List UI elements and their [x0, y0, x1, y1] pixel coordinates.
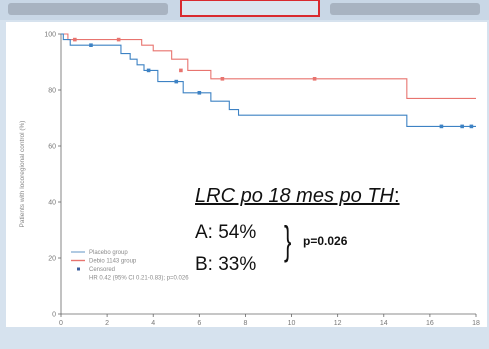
censor-mark — [220, 77, 225, 81]
censor-mark — [89, 43, 93, 47]
censor-mark — [460, 124, 464, 129]
x-tick-label: 12 — [334, 320, 342, 327]
x-tick-label: 14 — [380, 320, 388, 327]
annotation-title-text: LRC po 18 mes po TH — [195, 185, 394, 207]
censor-mark — [73, 37, 77, 42]
annotation-colon: : — [393, 185, 400, 207]
top-banner — [0, 0, 489, 20]
blurred-text — [8, 3, 168, 15]
series-layer — [61, 33, 476, 129]
legend-label: Censored — [89, 267, 115, 273]
censor-mark — [179, 68, 183, 73]
legend-note: HR 0.42 (95% CI 0.21-0.83); p=0.026 — [89, 276, 189, 282]
y-axis-label: Patients with locoregional control (%) — [19, 121, 26, 228]
y-tick-label: 60 — [48, 144, 56, 151]
x-tick-label: 18 — [472, 320, 480, 327]
km-chart: 020406080100024681012141618Time from end… — [19, 32, 480, 328]
curly-brace: } — [284, 219, 292, 263]
censor-mark — [174, 79, 179, 84]
y-tick-label: 80 — [48, 88, 56, 95]
x-tick-label: 0 — [59, 320, 63, 327]
chart-axes: 020406080100024681012141618Time from end… — [19, 32, 480, 328]
x-tick-label: 16 — [426, 320, 434, 327]
p-value: p=0.026 — [303, 234, 348, 248]
legend-label: Debio 1143 group — [89, 259, 137, 265]
highlight-box — [180, 0, 320, 17]
censor-mark — [312, 77, 317, 81]
legend-censor-marker — [77, 267, 80, 271]
x-tick-label: 8 — [243, 320, 247, 327]
blurred-text — [330, 3, 480, 15]
x-tick-label: 2 — [105, 320, 109, 327]
censor-mark — [197, 91, 202, 95]
x-tick-label: 4 — [151, 320, 155, 327]
censor-mark — [116, 37, 121, 42]
series-line-debio-1143-group — [61, 33, 476, 99]
x-tick-label: 6 — [197, 320, 201, 327]
annotation-row-a: A: 54% — [195, 222, 257, 243]
censor-mark — [439, 124, 444, 129]
legend-label: Placebo group — [89, 250, 128, 256]
y-tick-label: 100 — [44, 32, 56, 39]
y-tick-label: 20 — [48, 256, 56, 263]
y-tick-label: 40 — [48, 200, 56, 207]
annotation-title: LRC po 18 mes po TH: — [195, 185, 400, 208]
series-line-placebo-group — [61, 33, 476, 127]
censor-mark — [146, 68, 151, 73]
annotation-row-b: B: 33% — [195, 254, 257, 275]
x-tick-label: 10 — [288, 320, 296, 327]
censor-mark — [469, 124, 474, 129]
chart-panel: 020406080100024681012141618Time from end… — [6, 22, 487, 327]
chart-legend: Placebo group Debio 1143 group Censored HR … — [71, 250, 189, 282]
y-tick-label: 0 — [52, 312, 56, 319]
